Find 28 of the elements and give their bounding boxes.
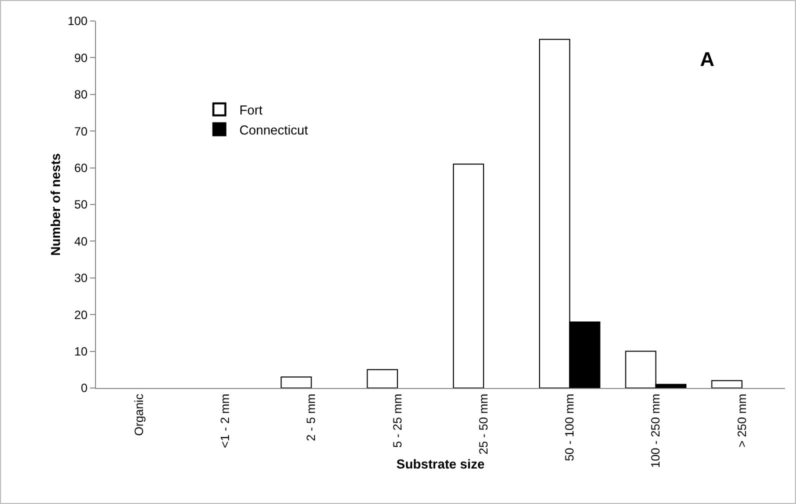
x-tick-label: Organic (132, 394, 146, 436)
y-tick-label: 30 (74, 271, 88, 286)
y-axis-title: Number of nests (48, 153, 63, 256)
legend-label: Connecticut (239, 122, 308, 138)
x-tick-label: > 250 mm (734, 394, 749, 448)
x-tick-label: 2 - 5 mm (304, 394, 318, 442)
x-tick-label: 50 - 100 mm (562, 394, 577, 462)
legend-label: Fort (239, 102, 263, 118)
y-tick-label: 40 (74, 234, 88, 248)
y-tick-label: 80 (74, 88, 88, 102)
bar (280, 376, 312, 388)
bar (366, 369, 398, 388)
x-tick-label: <1 - 2 mm (218, 394, 232, 448)
y-tick-label: 70 (74, 124, 88, 138)
bar (452, 164, 484, 388)
annotation: A (700, 49, 714, 71)
y-tick-label: 20 (74, 308, 88, 322)
y-tick-label: 100 (68, 14, 88, 28)
bar (711, 380, 742, 388)
y-tick-label: 0 (80, 381, 88, 396)
x-tick-label: 5 - 25 mm (390, 394, 404, 448)
y-tick-label: 90 (74, 50, 88, 65)
x-tick-label: 100 - 250 mm (648, 394, 663, 468)
x-axis-title: Substrate size (396, 456, 485, 472)
y-tick-label: 10 (74, 344, 88, 358)
x-tick-label: 25 - 50 mm (476, 394, 490, 454)
y-tick-label: 50 (74, 198, 88, 212)
y-tick-label: 60 (74, 161, 88, 175)
